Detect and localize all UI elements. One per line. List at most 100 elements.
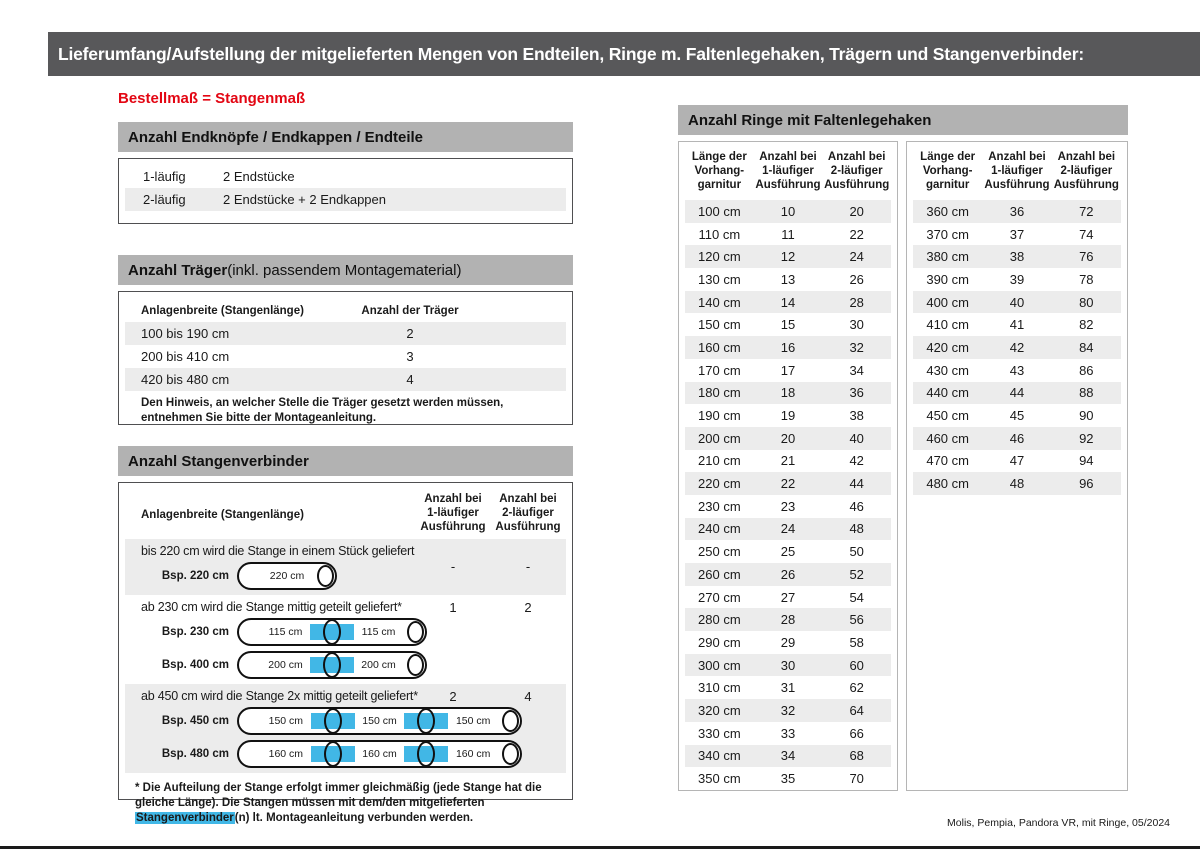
table-cell: 47: [1009, 453, 1025, 469]
table-cell: 360 cm: [926, 203, 969, 219]
ringe-rows-1: 100 cm 10 20 110 cm 11 22 120 cm 12 24 130 cm 13 26…: [685, 200, 891, 790]
column-header: Anzahl bei 2-läufiger Ausführung: [824, 151, 890, 191]
segment-length-label: 200 cm: [361, 659, 396, 671]
row-value: 2 Endstücke + 2 Endkappen: [223, 192, 386, 207]
table-cell: 470 cm: [926, 453, 969, 469]
table-cell: 30: [780, 657, 796, 673]
table-cell: 410 cm: [926, 317, 969, 333]
table-cell: 150 cm: [698, 317, 741, 333]
subtitle-bestellmass: Bestellmaß = Stangenmaß: [118, 90, 306, 107]
table-cell: 21: [780, 453, 796, 469]
table-row: 100 bis 190 cm 2: [125, 322, 566, 345]
table-cell: 80: [1079, 294, 1094, 310]
table-cell: 11: [781, 226, 795, 242]
count-2-laeufig: -: [525, 559, 531, 574]
table-cell: 68: [849, 748, 864, 764]
example-label: Bsp. 220 cm: [161, 570, 229, 582]
rod-endcap: [502, 710, 519, 732]
table-cell: 52: [849, 566, 864, 582]
table-cell: 43: [1009, 362, 1025, 378]
table-cell: 62: [849, 680, 864, 696]
table-cell: 38: [849, 408, 864, 424]
table-row: 300 cm 30 60: [685, 653, 891, 677]
segment-length-label: 160 cm: [268, 748, 304, 760]
table-cell: 26: [849, 271, 864, 287]
row-label: 2-läufig: [143, 192, 186, 207]
section-header-traeger-suffix: (inkl. passendem Montagematerial): [227, 261, 462, 279]
table-cell: 330 cm: [698, 725, 741, 741]
table-row: 470 cm 47 94: [913, 450, 1121, 473]
column-header: Anzahl bei 1-läufiger Ausführung: [755, 151, 821, 191]
table-cell: 20: [780, 430, 796, 446]
table-cell: 23: [780, 498, 796, 514]
table-cell: 400 cm: [926, 294, 969, 310]
table-row: 440 cm 44 88: [913, 381, 1121, 405]
verbinder-row: ab 450 cm wird die Stange 2x mittig gete…: [125, 684, 566, 773]
rod-endcap: [502, 743, 519, 765]
count-1-laeufig: -: [450, 559, 456, 574]
endteile-box: 1-läufig 2 Endstücke 2-läufig 2 Endstück…: [118, 158, 573, 224]
table-cell: 230 cm: [698, 498, 741, 514]
bottom-border: [0, 846, 1200, 849]
table-row: 220 cm 22 44: [685, 472, 891, 495]
example-label: Bsp. 450 cm: [161, 715, 229, 727]
table-row: 480 cm 48 96: [913, 472, 1121, 495]
table-row: 110 cm 11 22: [685, 223, 891, 246]
rod-endcap: [317, 565, 334, 587]
table-cell: 34: [780, 748, 796, 764]
table-cell: 290 cm: [698, 634, 741, 650]
table-cell: 17: [780, 362, 796, 378]
table-cell: 450 cm: [926, 408, 969, 424]
table-cell: 350 cm: [698, 771, 741, 787]
page-title: Lieferumfang/Aufstellung der mitgeliefer…: [58, 43, 1084, 64]
column-header: Anzahl bei 2-läufiger Ausführung: [1053, 151, 1119, 191]
table-cell: 88: [1079, 385, 1094, 401]
traeger-table-header: Anlagenbreite (Stangenlänge) Anzahl der …: [125, 300, 566, 322]
section-header-ringe-label: Anzahl Ringe mit Faltenlegehaken: [688, 111, 932, 129]
table-cell: 32: [849, 339, 864, 355]
table-cell: 25: [780, 544, 796, 560]
segment-length-label: 160 cm: [362, 748, 397, 760]
count-1-laeufig: 1: [449, 600, 457, 615]
table-cell: 96: [1079, 476, 1094, 492]
segment-length-label: 115 cm: [268, 626, 303, 638]
table-row: 340 cm 34 68: [685, 744, 891, 768]
footnote-text: (n) lt. Montageanleitung verbunden werde…: [234, 812, 474, 824]
table-row: 210 cm 21 42: [685, 450, 891, 473]
table-row: 460 cm 46 92: [913, 426, 1121, 450]
table-cell: 390 cm: [926, 271, 969, 287]
table-row: 270 cm 27 54: [685, 586, 891, 609]
table-row: 160 cm 16 32: [685, 336, 891, 359]
table-cell: 480 cm: [926, 476, 969, 492]
table-cell: 110 cm: [698, 226, 741, 242]
table-cell: 70: [849, 771, 864, 787]
table-row: 430 cm 43 86: [913, 359, 1121, 382]
example-label: Bsp. 480 cm: [161, 748, 229, 760]
table-cell: 34: [849, 362, 864, 378]
table-cell: 50: [849, 544, 864, 560]
table-row: 380 cm 38 76: [913, 245, 1121, 269]
table-cell: 39: [1009, 271, 1025, 287]
footnote: * Die Aufteilung der Stange erfolgt imme…: [135, 781, 570, 826]
table-cell: 90: [1079, 408, 1094, 424]
table-cell: 440 cm: [926, 385, 969, 401]
row-text: ab 450 cm wird die Stange 2x mittig gete…: [141, 689, 418, 703]
verbinder-row: ab 230 cm wird die Stange mittig geteilt…: [125, 595, 566, 684]
footnote-highlight: Stangenverbinder: [135, 812, 235, 824]
table-cell: 22: [849, 226, 864, 242]
table-cell: 30: [849, 317, 864, 333]
table-cell: 33: [780, 725, 796, 741]
ringe-table-2: Länge der Vorhang- garnitur Anzahl bei 1…: [906, 141, 1128, 791]
section-header-traeger: Anzahl Träger (inkl. passendem Montagema…: [118, 255, 573, 285]
table-row: 290 cm 29 58: [685, 631, 891, 654]
table-row: 200 cm 20 40: [685, 426, 891, 450]
row-range: 420 bis 480 cm: [141, 372, 230, 387]
table-row: 130 cm 13 26: [685, 268, 891, 291]
table-row: 150 cm 15 30: [685, 313, 891, 336]
table-row: 170 cm 17 34: [685, 359, 891, 382]
table-row: 410 cm 41 82: [913, 313, 1121, 336]
rod-example: Bsp. 400 cm 200 cm 200 cm: [141, 650, 566, 680]
table-row: 450 cm 45 90: [913, 404, 1121, 427]
rod-endcap: [407, 621, 424, 643]
